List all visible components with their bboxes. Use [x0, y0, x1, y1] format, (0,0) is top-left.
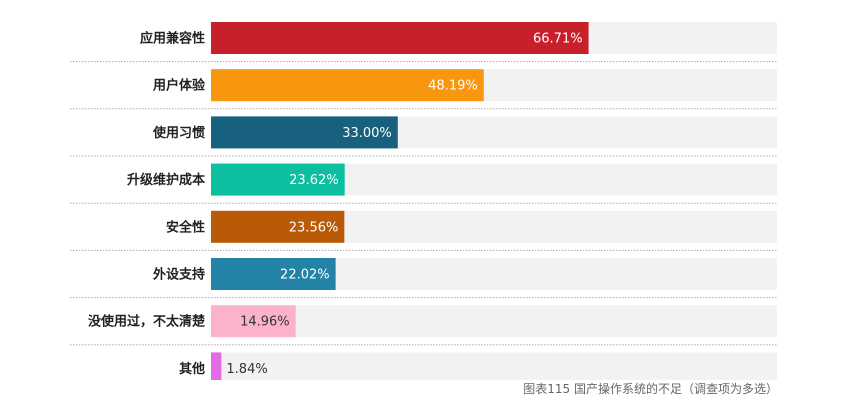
value-label: 1.84% [226, 362, 267, 377]
value-label: 14.96% [240, 315, 290, 330]
value-label: 48.19% [428, 79, 478, 94]
value-label: 33.00% [342, 126, 392, 141]
bar [211, 352, 222, 380]
value-label: 23.62% [289, 173, 339, 188]
bar [211, 210, 345, 243]
category-label: 安全性 [166, 219, 205, 235]
bar [211, 69, 484, 102]
value-label: 66.71% [533, 32, 583, 47]
value-label: 22.02% [280, 268, 330, 283]
category-label: 没使用过，不太清楚 [88, 314, 206, 330]
category-label: 使用习惯 [152, 125, 205, 141]
chart-caption: 图表115 国产操作系统的不足（调查项为多选） [523, 382, 778, 396]
category-label: 升级维护成本 [127, 172, 205, 188]
bar [211, 22, 589, 54]
category-label: 其他 [179, 361, 205, 377]
bar [211, 163, 345, 196]
bar [211, 116, 398, 149]
bar-track [211, 352, 777, 380]
category-label: 应用兼容性 [140, 31, 205, 47]
bar-track [211, 305, 777, 338]
bar [211, 305, 296, 338]
bar [211, 258, 336, 290]
category-label: 外设支持 [152, 267, 205, 283]
bar-chart: 应用兼容性 66.71% 用户体验 48.19% 使用习惯 33.00% 升级维护成本 23.… [70, 22, 777, 380]
value-label: 23.56% [289, 220, 339, 235]
category-label: 用户体验 [152, 78, 206, 94]
